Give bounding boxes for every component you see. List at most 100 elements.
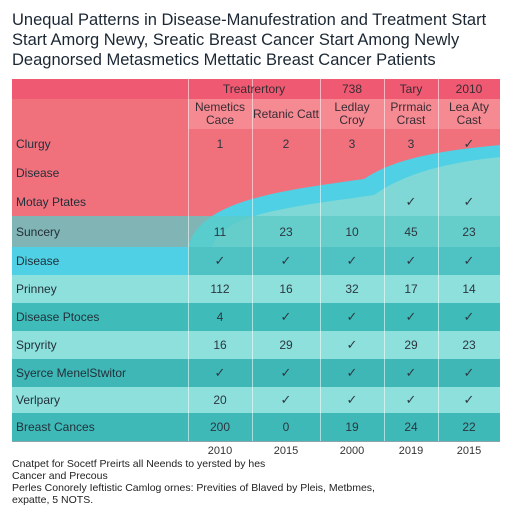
check-mark: ✓ <box>463 392 475 407</box>
check-mark: ✓ <box>405 365 417 380</box>
table-cell <box>384 159 438 187</box>
table-row: Breast Cances 200 0 19 24 22 <box>12 413 500 441</box>
header-sub-cell: Prrmaic Crast <box>390 100 432 127</box>
footnotes: Cnatpet for Socetf Preirts all Neends to… <box>12 458 502 506</box>
divider-4 <box>384 79 385 441</box>
check-mark: ✓ <box>280 365 292 380</box>
band-disease <box>12 247 188 275</box>
x-tick-label: 2010 <box>207 445 233 457</box>
table-cell: 2 <box>282 137 290 151</box>
chart-title: Unequal Patterns in Disease-Manufestrati… <box>12 10 504 70</box>
table-row: Disease Ptoces 4 ✓ ✓ ✓ ✓ <box>12 303 500 331</box>
table-cell: 10 <box>345 224 359 239</box>
table-cell <box>320 187 384 216</box>
title-line-1: Unequal Patterns in Disease-Manufestrati… <box>12 11 487 29</box>
row-label: Clurgy <box>16 137 51 151</box>
header-top-cell: Treatrertory <box>222 81 286 96</box>
band-prinney <box>12 275 500 303</box>
header-sub-cell: Lea Aty Cast <box>448 100 490 127</box>
x-tick-label: 2019 <box>398 445 424 457</box>
table-cell: 32 <box>345 282 359 296</box>
table-cell: 14 <box>462 282 476 296</box>
table-cell: 24 <box>404 420 418 434</box>
row-label: Verlpary <box>16 393 61 407</box>
table-row: Clurgy 1 2 3 3 ✓ <box>12 129 500 159</box>
check-mark: ✓ <box>214 365 226 380</box>
table-cell: 11 <box>213 224 227 239</box>
row-label: Spryrity <box>16 338 57 352</box>
cyan-wave <box>188 145 500 247</box>
table-row: Suncery 11 23 10 45 23 <box>12 216 500 247</box>
table-cell <box>252 159 320 187</box>
table-cell: 112 <box>210 282 230 296</box>
band-syerce <box>12 359 500 387</box>
check-mark: ✓ <box>346 253 358 268</box>
table-row: Spryrity 16 29 ✓ 29 23 <box>12 331 500 359</box>
divider-2 <box>252 79 253 441</box>
band-spryrity <box>12 331 500 359</box>
x-tick-label: 2000 <box>339 445 365 457</box>
band-suncery <box>12 216 500 247</box>
band-verlpary <box>12 387 500 413</box>
row-label: Syerce MenelStwitor <box>16 366 127 380</box>
table-cell: 1 <box>216 137 224 151</box>
check-mark: ✓ <box>280 309 292 324</box>
check-mark: ✓ <box>346 337 358 352</box>
check-mark: ✓ <box>405 193 417 209</box>
row-label: Breast Cances <box>16 420 95 434</box>
footnote-line: Cnatpet for Socetf Preirts all Neends to… <box>12 458 266 470</box>
header-top-row: Treatrertory 738 Tary 2010 <box>12 79 500 99</box>
table-cell: 20 <box>213 393 227 407</box>
check-mark: ✓ <box>405 392 417 407</box>
table-row: Motay Ptates ✓ ✓ <box>12 187 500 216</box>
table-cell <box>438 159 500 187</box>
check-mark: ✓ <box>280 392 292 407</box>
table-cell: 4 <box>216 310 224 324</box>
table-cell: 17 <box>404 282 418 296</box>
header-top-cell: Tary <box>399 81 423 96</box>
header-sub-cell: Retanic Catt <box>252 106 320 121</box>
header-top-cell: 738 <box>341 81 363 96</box>
divider-5 <box>438 79 439 441</box>
check-mark: ✓ <box>463 136 475 151</box>
table-row: Disease <box>12 159 500 187</box>
table-cell <box>188 159 252 187</box>
table-cell: 3 <box>348 137 356 151</box>
header-sub-row: Nemetics Cace Retanic Catt Ledlay Croy P… <box>12 99 500 129</box>
header-sub-cell: Ledlay Croy <box>334 100 370 127</box>
divider-3 <box>320 79 321 441</box>
footnote-line: expatte, 5 NOTS. <box>12 494 94 506</box>
x-tick-label: 2015 <box>456 445 482 457</box>
table-cell: 29 <box>404 338 418 352</box>
table-cell <box>320 159 384 187</box>
title-line-2: Start Amorg Newy, Sreatic Breast Cancer … <box>12 31 460 49</box>
table-cell: 29 <box>279 338 293 352</box>
table-cell: 3 <box>407 137 415 151</box>
check-mark: ✓ <box>214 253 226 268</box>
row-label: Suncery <box>16 224 61 239</box>
check-mark: ✓ <box>346 365 358 380</box>
table-cell: 45 <box>404 224 418 239</box>
row-label: Disease <box>16 254 60 268</box>
table-row: Syerce MenelStwitor ✓ ✓ ✓ ✓ ✓ <box>12 359 500 387</box>
check-mark: ✓ <box>346 392 358 407</box>
band-disease-ptoces <box>12 303 500 331</box>
table-cell <box>252 187 320 216</box>
row-label: Disease <box>16 166 60 180</box>
table-background <box>12 79 500 441</box>
divider-1 <box>188 79 189 441</box>
check-mark: ✓ <box>405 309 417 324</box>
check-mark: ✓ <box>463 193 475 209</box>
table-cell: 23 <box>462 224 476 239</box>
band-breast <box>12 413 500 441</box>
check-mark: ✓ <box>346 309 358 324</box>
header-sub-cell: Nemetics Cace <box>194 100 245 127</box>
table-cell <box>188 187 252 216</box>
check-mark: ✓ <box>463 253 475 268</box>
check-mark: ✓ <box>463 365 475 380</box>
table-cell: 19 <box>345 420 359 434</box>
header-top-cell: 2010 <box>455 81 483 96</box>
check-mark: ✓ <box>405 253 417 268</box>
table-cell: 22 <box>462 420 476 434</box>
table-row: Verlpary 20 ✓ ✓ ✓ ✓ <box>12 387 500 413</box>
